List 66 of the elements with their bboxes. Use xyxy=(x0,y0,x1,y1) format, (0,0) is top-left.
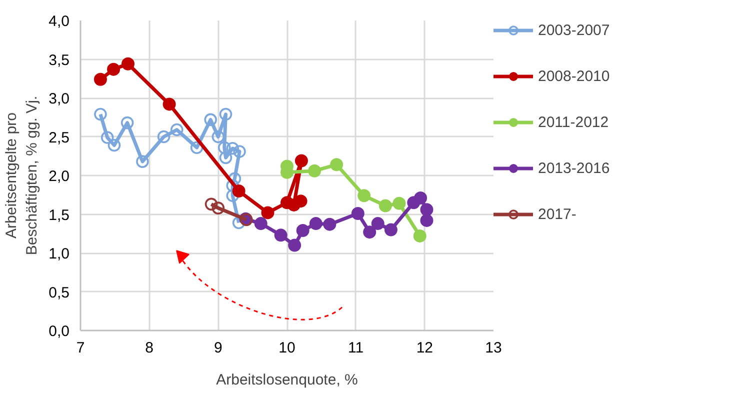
point xyxy=(157,130,170,144)
point xyxy=(261,206,274,220)
x-tick-label: 7 xyxy=(76,340,85,356)
point xyxy=(378,199,392,212)
point xyxy=(351,206,364,220)
point xyxy=(108,138,121,152)
point xyxy=(219,151,232,164)
y-tick-label: 2,0 xyxy=(48,168,70,185)
point xyxy=(232,184,246,198)
point xyxy=(384,223,398,236)
point xyxy=(296,224,310,238)
point xyxy=(94,72,107,86)
x-tick-label: 13 xyxy=(485,340,502,356)
point xyxy=(308,164,322,178)
x-tick-label: 9 xyxy=(214,340,222,356)
point xyxy=(107,62,120,76)
y-tick-label: 3,5 xyxy=(48,52,70,69)
point xyxy=(392,196,406,210)
y-tick-label: 4,0 xyxy=(48,13,70,30)
point xyxy=(121,57,134,70)
y-axis-title: Arbeitsentgelte pro Beschäftigten, % gg. Vj. xyxy=(3,96,41,256)
point xyxy=(226,142,240,155)
point xyxy=(204,113,217,126)
point xyxy=(136,155,149,168)
point xyxy=(162,98,176,111)
y-tick-label: 3,0 xyxy=(48,90,70,108)
y-tick-label: 1,0 xyxy=(48,246,70,262)
y-tick-label: 0,0 xyxy=(48,323,70,340)
point xyxy=(212,130,225,144)
legend-label: 2011-2012 xyxy=(538,114,609,130)
y-tick-label: 2,5 xyxy=(48,129,70,146)
legend-label: 2008-2010 xyxy=(538,68,610,84)
point xyxy=(413,229,426,242)
point xyxy=(94,108,107,121)
point xyxy=(100,131,114,144)
point xyxy=(204,198,218,211)
point xyxy=(254,217,268,230)
y-tick-label: 0,5 xyxy=(48,284,70,302)
legend-label: 2013-2016 xyxy=(538,160,610,176)
point xyxy=(309,217,322,230)
point xyxy=(218,141,231,154)
point xyxy=(212,202,225,214)
point xyxy=(323,218,336,231)
point xyxy=(414,191,428,204)
point xyxy=(358,189,371,202)
point xyxy=(363,226,376,239)
x-axis-title: Arbeitslosenquote, % xyxy=(216,372,358,388)
y-tick-label: 1,5 xyxy=(48,206,70,224)
point xyxy=(288,238,302,252)
legend-label: 2017- xyxy=(538,206,576,222)
legend-label: 2003-2007 xyxy=(538,22,610,38)
x-tick-label: 11 xyxy=(348,340,364,356)
x-tick-label: 10 xyxy=(278,340,296,356)
point xyxy=(371,217,384,230)
point xyxy=(294,154,308,168)
point xyxy=(233,145,246,158)
point xyxy=(120,116,134,130)
x-tick-label: 8 xyxy=(145,340,154,356)
x-tick-label: 12 xyxy=(416,340,434,356)
point xyxy=(420,214,434,227)
point xyxy=(420,203,434,216)
point xyxy=(274,228,288,242)
point xyxy=(330,158,344,172)
point xyxy=(226,189,240,202)
point xyxy=(170,123,184,136)
point xyxy=(219,108,232,121)
